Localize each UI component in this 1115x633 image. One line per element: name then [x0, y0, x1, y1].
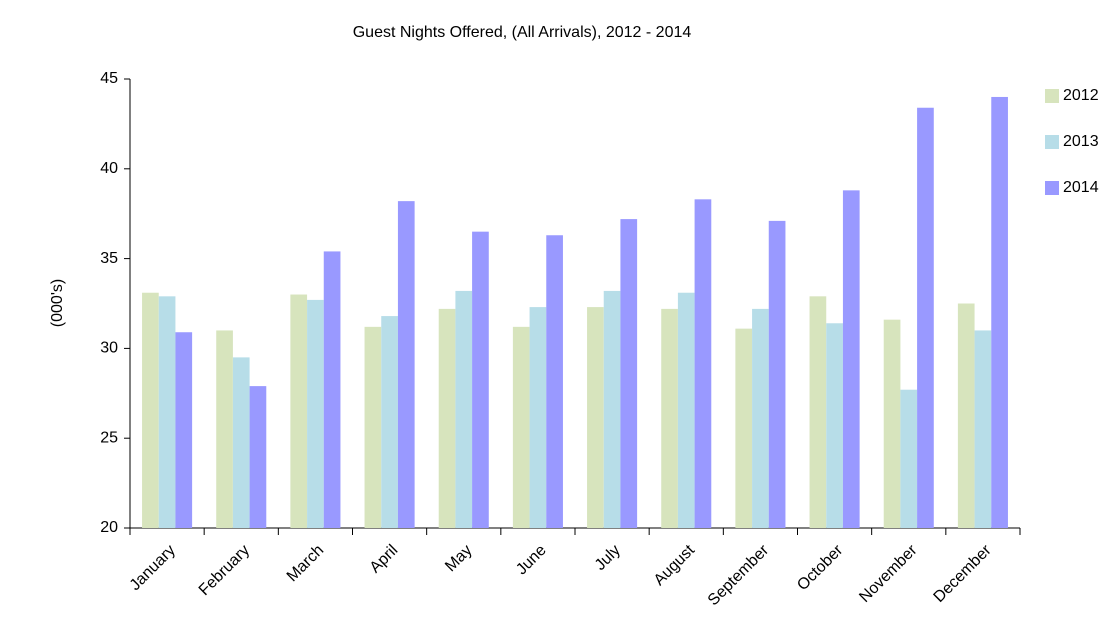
y-tick-label: 30 — [100, 340, 118, 357]
bar — [175, 332, 193, 528]
bar — [546, 235, 563, 528]
bar — [364, 326, 382, 528]
y-tick-label: 35 — [100, 250, 118, 267]
legend-swatch — [1045, 89, 1059, 103]
legend-swatch — [1045, 135, 1059, 149]
bar — [232, 357, 250, 528]
x-tick-label: September — [705, 541, 773, 609]
bar — [842, 190, 860, 529]
x-tick-label: April — [367, 542, 402, 577]
x-tick-label: May — [442, 542, 475, 575]
bar — [455, 290, 473, 528]
x-tick-label: February — [196, 542, 253, 599]
bar — [974, 330, 992, 528]
legend-label: 2014 — [1063, 179, 1099, 196]
bar — [735, 328, 753, 528]
bar — [620, 219, 638, 528]
bar — [587, 307, 604, 528]
x-tick-label: November — [856, 541, 921, 606]
y-tick-label: 40 — [100, 160, 118, 177]
x-tick-label: August — [651, 541, 699, 589]
bar — [694, 199, 712, 528]
bar — [158, 296, 176, 528]
bar — [216, 330, 233, 528]
bar — [249, 386, 267, 528]
bar — [290, 294, 308, 528]
bar — [752, 308, 769, 528]
x-tick-label: October — [794, 541, 847, 594]
bar — [661, 308, 678, 528]
bar — [991, 96, 1008, 529]
legend-label: 2012 — [1063, 87, 1099, 104]
bar — [826, 323, 843, 528]
y-tick-label: 25 — [100, 429, 118, 446]
legend-swatch — [1045, 181, 1059, 195]
bar — [472, 231, 489, 528]
legend-label: 2013 — [1063, 133, 1099, 150]
bar — [142, 292, 159, 528]
bar — [883, 319, 901, 528]
y-tick-label: 45 — [100, 70, 118, 87]
bar — [900, 389, 918, 528]
bar — [512, 326, 530, 528]
bar — [677, 292, 695, 528]
bar — [917, 107, 934, 529]
x-tick-label: January — [127, 542, 179, 594]
y-axis-label: (000's) — [49, 279, 66, 327]
x-tick-label: July — [592, 542, 624, 574]
chart-title: Guest Nights Offered, (All Arrivals), 20… — [353, 24, 692, 41]
bar — [957, 303, 975, 528]
x-tick-label: March — [284, 542, 327, 585]
y-tick-label: 20 — [100, 519, 118, 536]
bar — [307, 299, 324, 528]
bar — [438, 308, 456, 528]
bar — [397, 201, 415, 529]
bar — [529, 307, 547, 528]
x-tick-label: December — [931, 541, 996, 606]
bar — [381, 316, 398, 528]
x-tick-label: June — [513, 542, 550, 579]
bar — [603, 290, 621, 528]
bar — [809, 296, 827, 528]
bar — [768, 220, 786, 528]
bar — [323, 251, 341, 528]
